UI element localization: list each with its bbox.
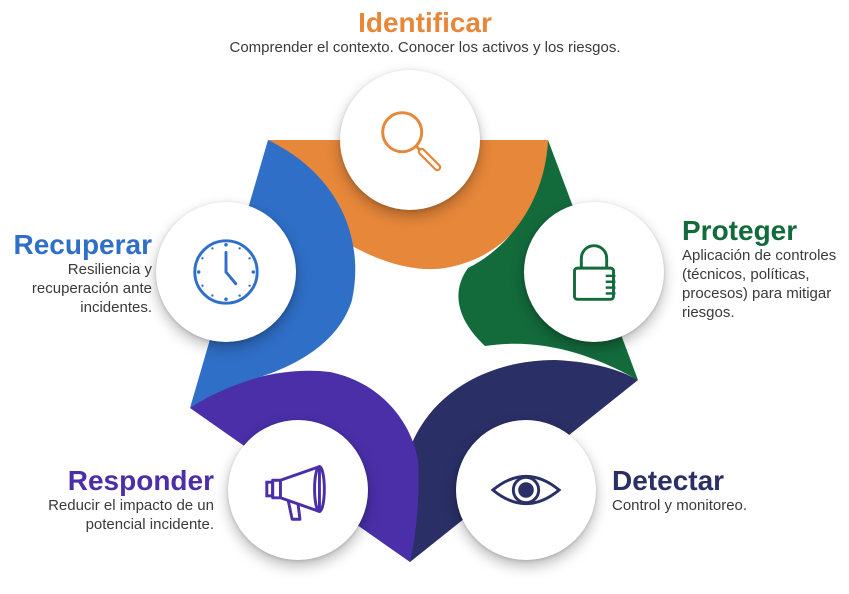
description-identificar: Comprender el contexto. Conocer los acti… <box>229 39 621 56</box>
circle-identificar <box>340 70 480 210</box>
megaphone-icon <box>265 465 326 521</box>
padlock-icon <box>573 244 616 301</box>
clock-icon <box>193 239 259 305</box>
circle-responder <box>228 420 368 560</box>
label-responder: Responder Reducir el impacto de un poten… <box>0 466 214 534</box>
label-detectar: Detectar Control y monitoreo. <box>612 466 842 515</box>
circle-detectar <box>456 420 596 560</box>
eye-icon <box>490 475 562 505</box>
magnifier-icon <box>381 111 442 172</box>
title-proteger: Proteger <box>682 215 798 246</box>
description-recuperar: Resiliencia y recuperación ante incident… <box>31 261 152 316</box>
description-proteger: Aplicación de controles (técnicos, polít… <box>682 247 837 321</box>
description-detectar: Control y monitoreo. <box>612 497 748 514</box>
title-recuperar: Recuperar <box>13 229 152 260</box>
title-detectar: Detectar <box>612 465 725 496</box>
circle-recuperar <box>156 202 296 342</box>
description-responder: Reducir el impacto de un potencial incid… <box>48 497 214 533</box>
circle-proteger <box>524 202 664 342</box>
label-recuperar: Recuperar Resiliencia y recuperación ant… <box>0 230 152 317</box>
title-identificar: Identificar <box>358 7 492 38</box>
label-identificar: Identificar Comprender el contexto. Cono… <box>130 8 720 57</box>
label-proteger: Proteger Aplicación de controles (técnic… <box>682 216 842 322</box>
title-responder: Responder <box>67 465 214 496</box>
